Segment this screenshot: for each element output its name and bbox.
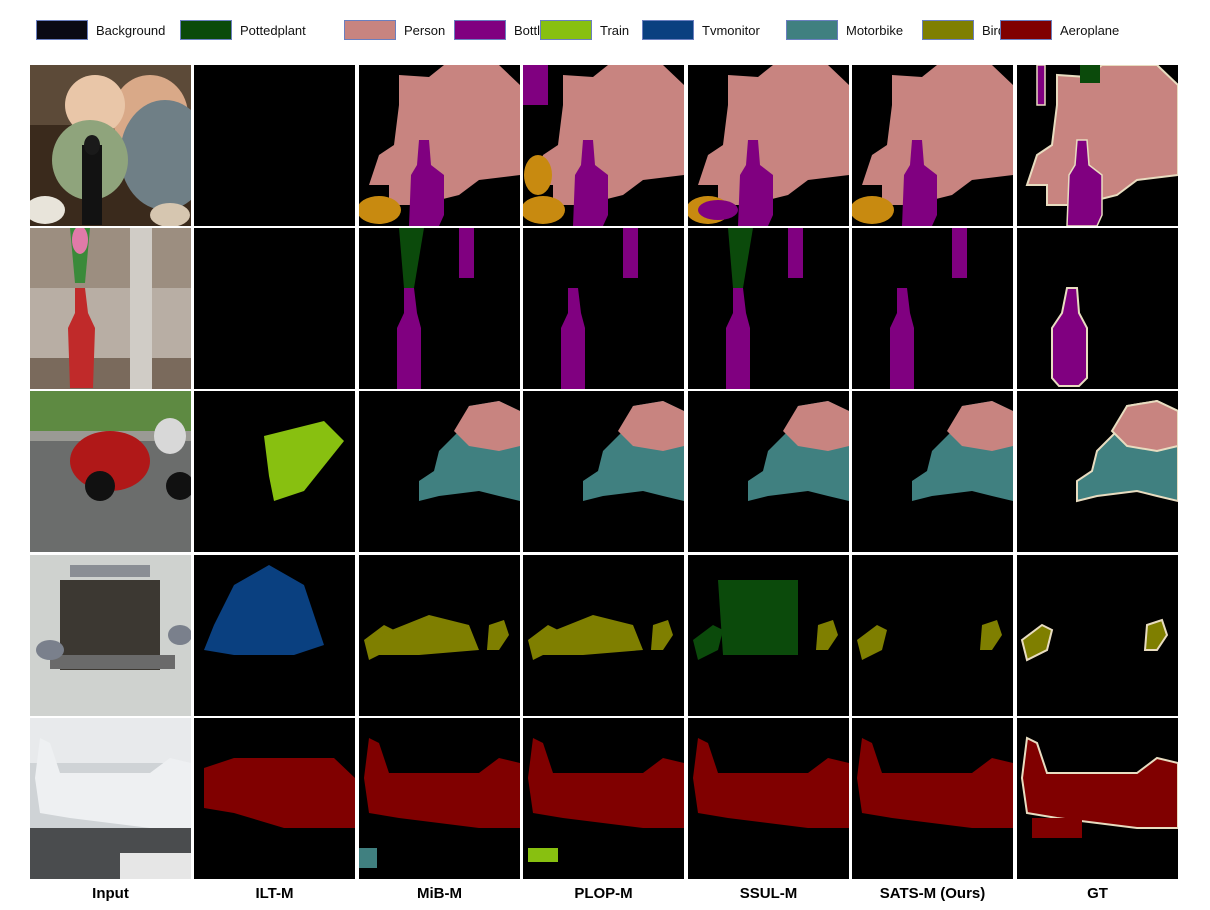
column-label: MiB-M [417,885,462,902]
legend-label: Train [600,23,630,38]
mask-graphic [30,718,191,879]
segmentation-mask-motorbike-racer [1017,391,1178,552]
mask-graphic [204,758,355,828]
mask-graphic [419,401,520,501]
mask-graphic [397,228,474,389]
segmentation-mask-birds-at-feeder [194,555,355,716]
mask-graphic [359,738,520,868]
mask-graphic [693,580,838,660]
segmentation-mask-bottle-with-flowers [523,228,684,389]
segmentation-mask-birds-at-feeder [523,555,684,716]
mask-graphic [912,401,1013,501]
mask-graphic [748,401,849,501]
segmentation-mask-motorbike-racer [359,391,520,552]
input-image-aeroplane [30,718,191,879]
mask-graphic [528,738,684,862]
segmentation-mask-birds-at-feeder [852,555,1013,716]
mask-graphic [726,228,803,389]
segmentation-mask-baby-with-bottle [359,65,520,226]
segmentation-mask-bottle-with-flowers [194,228,355,389]
legend-swatch [180,20,232,40]
mask-graphic [852,65,1013,226]
legend-swatch [786,20,838,40]
legend-label: Pottedplant [240,23,306,38]
input-image-motorbike-racer [30,391,191,552]
mask-graphic [693,738,849,828]
column-label: Input [92,885,129,902]
mask-graphic [1051,287,1088,387]
segmentation-mask-bottle-with-flowers [359,228,520,389]
input-image-baby-with-bottle [30,65,191,226]
segmentation-mask-aeroplane [194,718,355,879]
mask-graphic [30,65,191,226]
segmentation-mask-aeroplane [359,718,520,879]
legend-swatch [454,20,506,40]
mask-graphic [561,228,638,389]
segmentation-mask-birds-at-feeder [688,555,849,716]
legend-label: Tvmonitor [702,23,760,38]
mask-graphic [359,65,520,226]
segmentation-mask-baby-with-bottle [523,65,684,226]
segmentation-mask-bottle-with-flowers [852,228,1013,389]
column-label: GT [1087,885,1108,902]
legend-label: Aeroplane [1060,23,1120,38]
mask-graphic [583,401,684,501]
segmentation-mask-aeroplane [688,718,849,879]
segmentation-mask-birds-at-feeder [359,555,520,716]
mask-graphic [364,615,509,660]
mask-graphic [857,620,1002,660]
mask-graphic [688,65,849,226]
segmentation-mask-aeroplane [523,718,684,879]
mask-graphic [890,228,967,389]
segmentation-mask-bottle-with-flowers [1017,228,1178,389]
mask-graphic [30,228,191,389]
legend-label: Bird [982,23,1006,38]
column-label: PLOP-M [574,885,633,902]
legend-label: Bottle [514,23,548,38]
segmentation-mask-bottle-with-flowers [688,228,849,389]
legend-swatch [36,20,88,40]
column-label: SSUL-M [739,885,798,902]
segmentation-mask-aeroplane [852,718,1013,879]
column-label: SATS-M (Ours) [879,885,986,902]
legend-label: Background [96,23,166,38]
mask-graphic [194,228,355,389]
mask-graphic [30,555,191,716]
mask-graphic [857,738,1013,828]
segmentation-mask-baby-with-bottle [688,65,849,226]
segmentation-mask-aeroplane [1017,718,1178,879]
legend-swatch [1000,20,1052,40]
segmentation-mask-baby-with-bottle [1017,65,1178,226]
mask-graphic [1020,618,1169,662]
input-image-birds-at-feeder [30,555,191,716]
legend-label: Person [404,23,446,38]
segmentation-mask-motorbike-racer [523,391,684,552]
segmentation-mask-motorbike-racer [194,391,355,552]
legend-swatch [540,20,592,40]
legend-swatch [642,20,694,40]
legend-swatch [922,20,974,40]
legend-swatch [344,20,396,40]
mask-graphic [30,391,191,552]
segmentation-mask-motorbike-racer [852,391,1013,552]
column-label: ILT-M [255,885,294,902]
segmentation-mask-baby-with-bottle [194,65,355,226]
mask-graphic [204,565,324,655]
mask-graphic [1020,736,1178,838]
mask-graphic [528,615,673,660]
segmentation-mask-motorbike-racer [688,391,849,552]
mask-graphic [194,65,355,226]
segmentation-mask-birds-at-feeder [1017,555,1178,716]
mask-graphic [1076,399,1178,503]
mask-graphic [264,421,344,501]
input-image-bottle-with-flowers [30,228,191,389]
mask-graphic [523,65,684,226]
legend-label: Motorbike [846,23,904,38]
mask-graphic [1025,65,1178,226]
segmentation-mask-baby-with-bottle [852,65,1013,226]
